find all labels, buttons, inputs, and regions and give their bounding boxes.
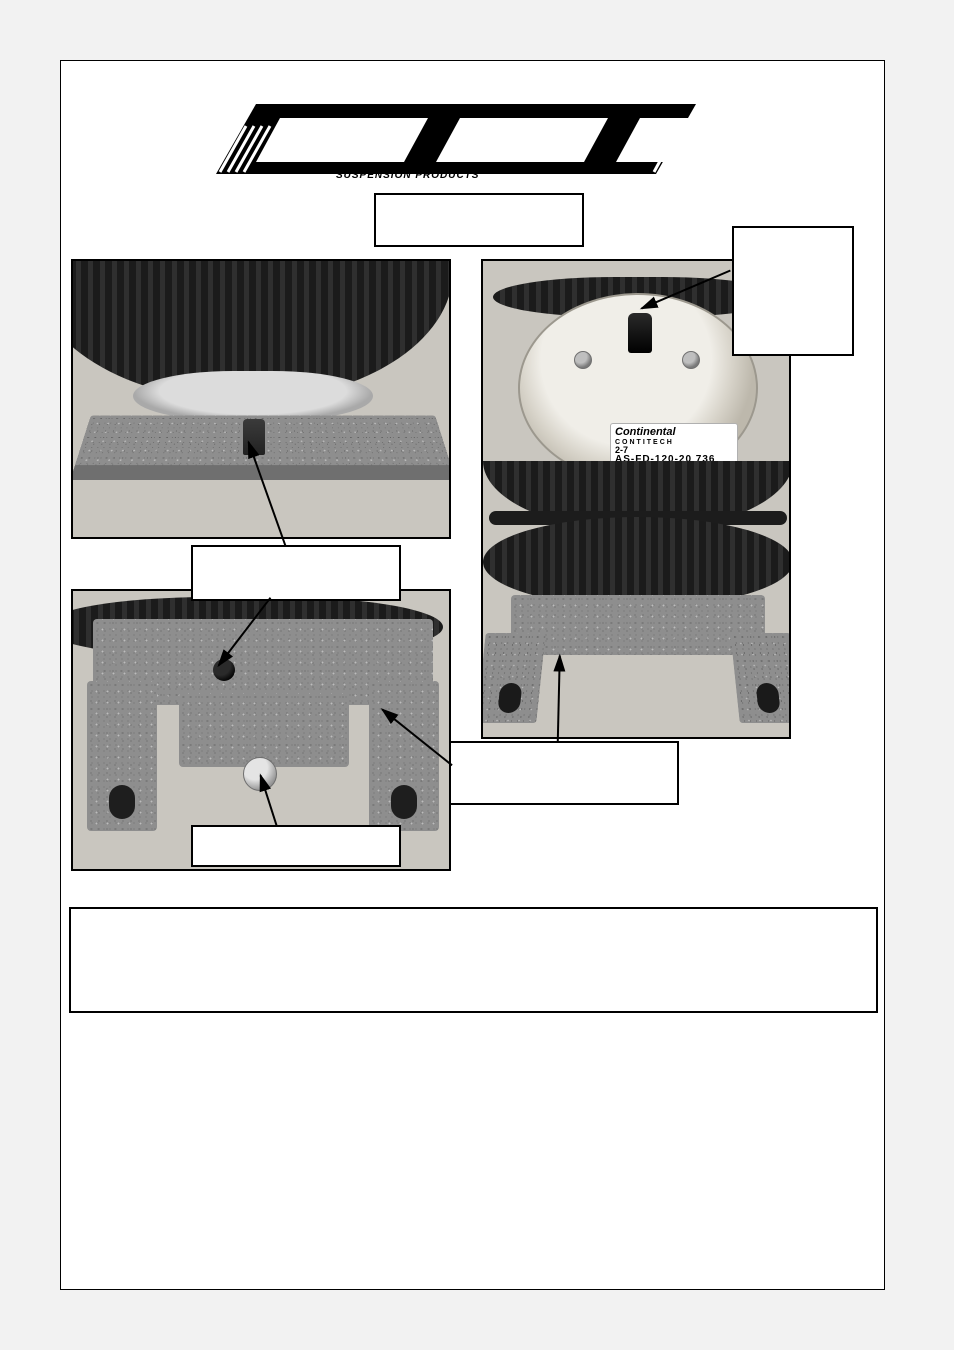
- lower-bracket: [93, 619, 433, 849]
- bracket-leg-left: [87, 681, 157, 831]
- slot-left: [109, 785, 135, 819]
- bracket-leg-right: [369, 681, 439, 831]
- svg-text:////: ////: [273, 128, 303, 158]
- callout-2: [191, 545, 401, 601]
- page: //// //// SUSPENSION PRODUCTS: [60, 60, 885, 1290]
- bolt-head: [243, 757, 277, 791]
- inflation-valve: [628, 313, 652, 353]
- disc-bolt-left: [574, 351, 592, 369]
- foot-bracket: [511, 595, 765, 725]
- disc-bolt-right: [682, 351, 700, 369]
- label-subbrand: CONTITECH: [615, 439, 733, 446]
- top-disc: Continental CONTITECH 2-7 AS-FD-120-20 7…: [518, 293, 758, 483]
- svg-text:////: ////: [453, 128, 483, 158]
- svg-text:SUSPENSION PRODUCTS: SUSPENSION PRODUCTS: [336, 170, 479, 181]
- foot-slot-left: [497, 683, 522, 713]
- instruction-box: [69, 907, 878, 1013]
- center-stud: [243, 419, 265, 455]
- foot-slot-right: [756, 683, 781, 713]
- photo-top-left: [71, 259, 451, 539]
- title-box: [374, 193, 584, 247]
- callout-4: [191, 825, 401, 867]
- foot-leg-left: [481, 633, 546, 723]
- brand-logo: //// //// SUSPENSION PRODUCTS: [216, 84, 696, 184]
- label-brand: Continental: [615, 427, 733, 439]
- airspring-bellow-2: [483, 517, 791, 607]
- rivet: [213, 659, 235, 681]
- bracket-cross: [179, 693, 349, 767]
- callout-1: [732, 226, 854, 356]
- brand-logo-svg: //// //// SUSPENSION PRODUCTS: [216, 84, 696, 184]
- slot-right: [391, 785, 417, 819]
- airspring-bead-ring: [133, 371, 373, 421]
- foot-leg-right: [730, 633, 791, 723]
- foot-plate: [511, 595, 765, 655]
- callout-3: [449, 741, 679, 805]
